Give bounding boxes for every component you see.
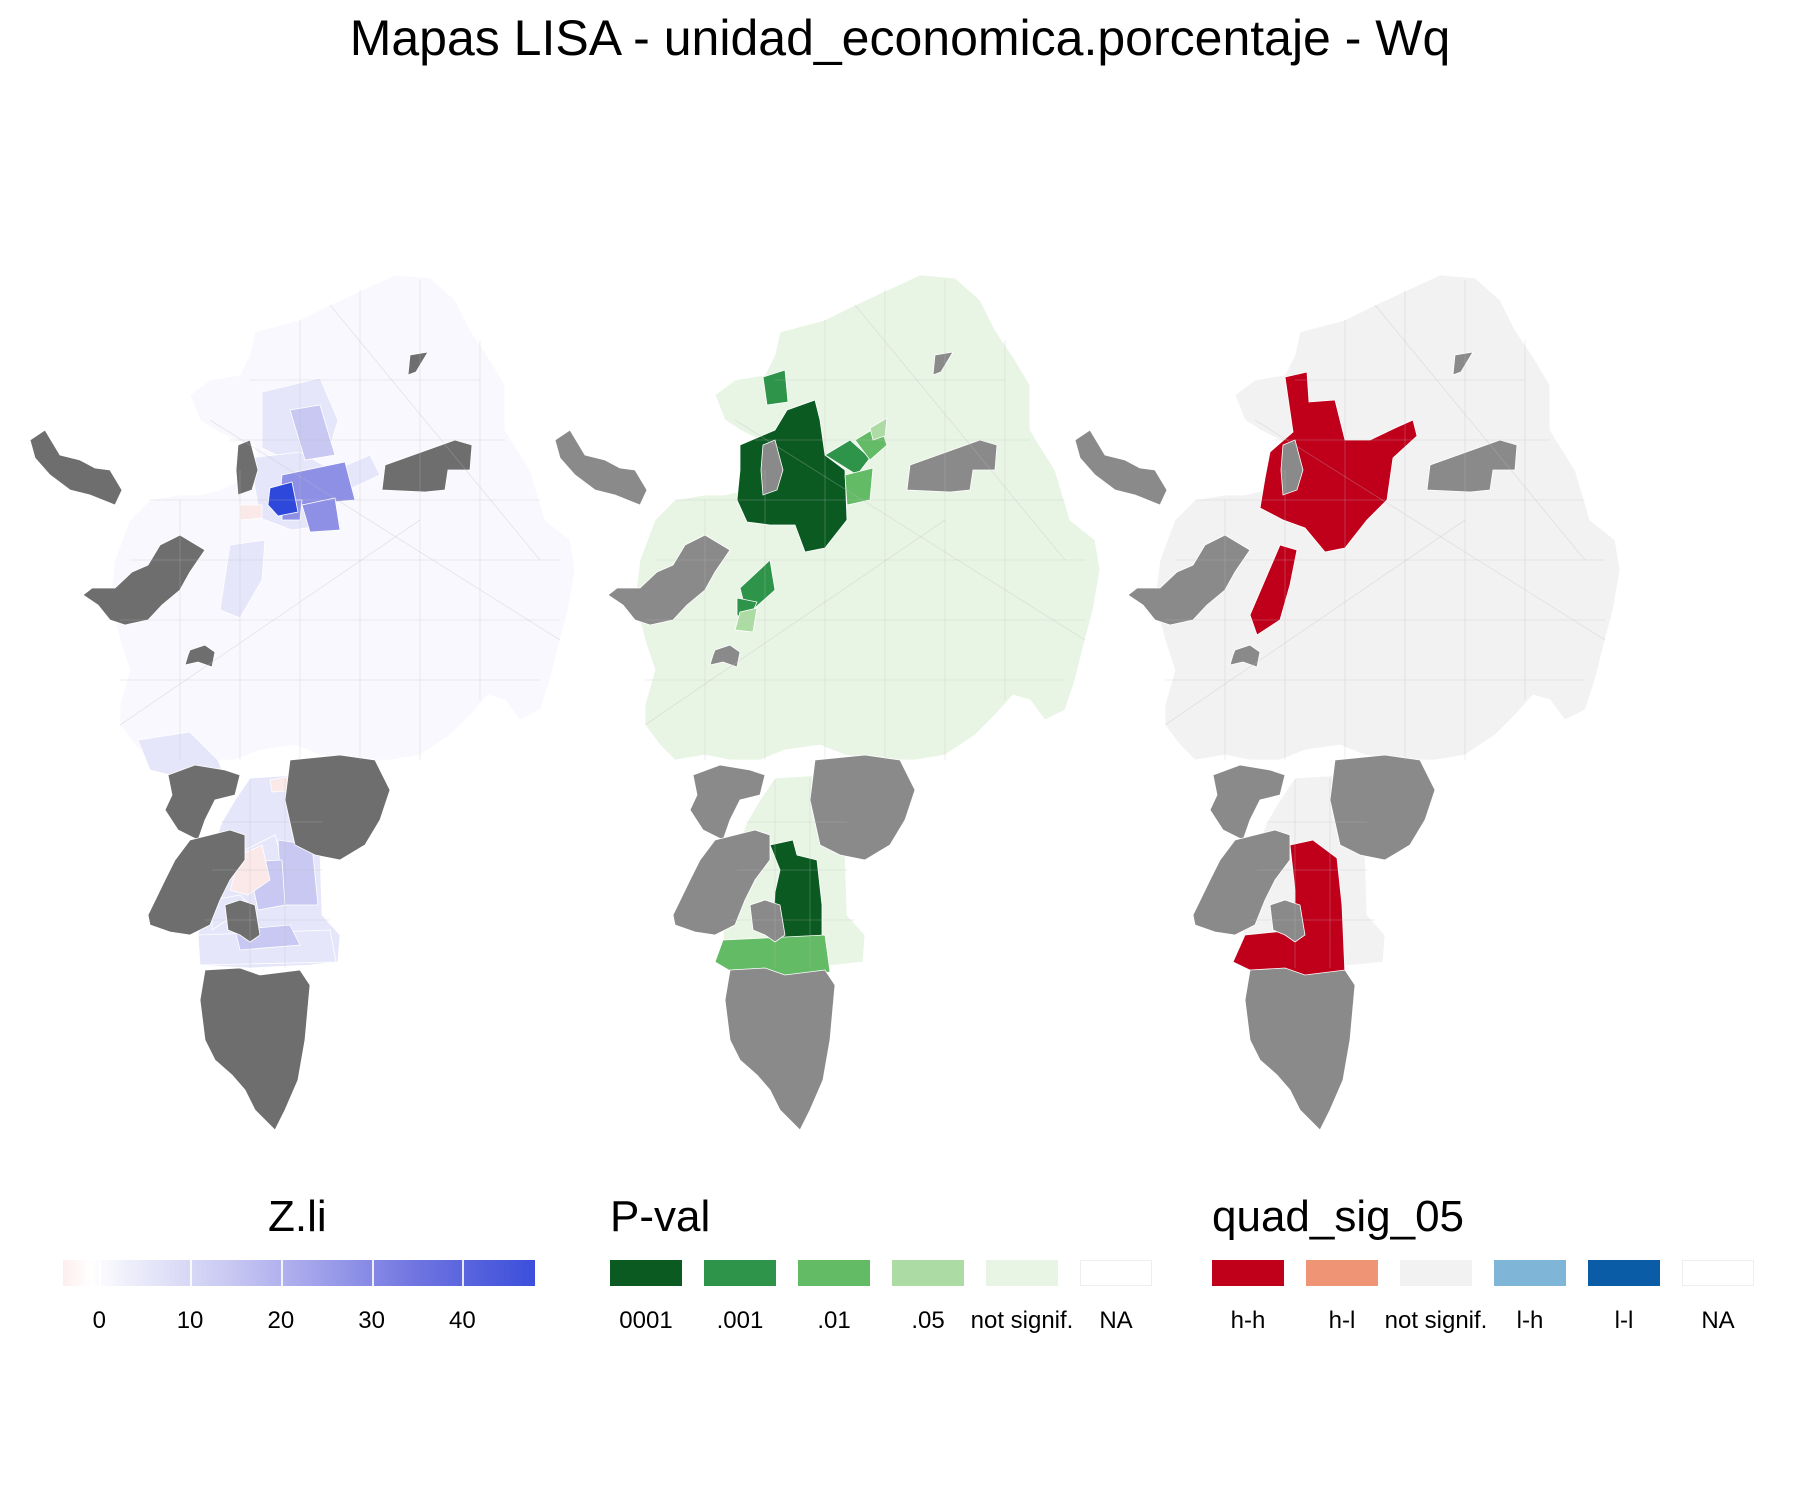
quad-label: l-l xyxy=(1614,1307,1634,1334)
quad-swatch xyxy=(1494,1260,1566,1286)
pval-label: .001 xyxy=(716,1307,764,1334)
zli-colorbar xyxy=(63,1260,535,1286)
zli-tick-label: 40 xyxy=(449,1307,476,1334)
quad-label: h-h xyxy=(1230,1307,1266,1334)
pval-swatch xyxy=(1080,1260,1152,1286)
quad-swatch xyxy=(1212,1260,1284,1286)
zli-tick-mark xyxy=(99,1260,102,1286)
page-title: Mapas LISA - unidad_economica.porcentaje… xyxy=(349,10,1451,66)
quad-swatch xyxy=(1682,1260,1754,1286)
pval-0001-tracts xyxy=(736,399,848,946)
zli-tick-label: 10 xyxy=(176,1307,204,1334)
pval-swatch xyxy=(986,1260,1058,1286)
quad-swatch xyxy=(1400,1260,1472,1286)
quad-label: l-h xyxy=(1516,1307,1544,1334)
zli-mid-tracts xyxy=(234,404,336,951)
pval-label: 0001 xyxy=(619,1307,673,1334)
pval-swatch xyxy=(704,1260,776,1286)
pval-label: NA xyxy=(1099,1307,1133,1334)
zli-tick-label: 0 xyxy=(92,1307,106,1334)
quad-hh-tracts xyxy=(1232,371,1418,986)
zli-legend-title: Z.li xyxy=(268,1192,327,1241)
pval-swatch xyxy=(610,1260,682,1286)
zli-tick-mark xyxy=(190,1260,193,1286)
quad-label: h-l xyxy=(1328,1307,1356,1334)
zli-map xyxy=(29,274,576,1131)
zli-tick-label: 30 xyxy=(358,1307,385,1334)
pval-legend-title: P-val xyxy=(610,1192,711,1241)
pval-label: .01 xyxy=(817,1307,851,1334)
zli-tick-mark xyxy=(371,1260,374,1286)
zli-tick-mark xyxy=(462,1260,465,1286)
quad-swatch xyxy=(1588,1260,1660,1286)
quad-legend-title: quad_sig_05 xyxy=(1212,1192,1465,1241)
pval-swatch xyxy=(798,1260,870,1286)
quad-label: NA xyxy=(1701,1307,1735,1334)
pval-swatch xyxy=(892,1260,964,1286)
quad-label: not signif. xyxy=(1384,1307,1488,1334)
zli-max-tract xyxy=(267,481,299,517)
lisa-maps xyxy=(29,274,1621,1131)
pval-map xyxy=(554,274,1101,1131)
quad-swatch xyxy=(1306,1260,1378,1286)
zli-tick-label: 20 xyxy=(267,1307,295,1334)
pval-label: not signif. xyxy=(970,1307,1074,1334)
zli-tick-mark xyxy=(280,1260,283,1286)
quad-map xyxy=(1074,274,1621,1131)
pval-label: .05 xyxy=(911,1307,945,1334)
